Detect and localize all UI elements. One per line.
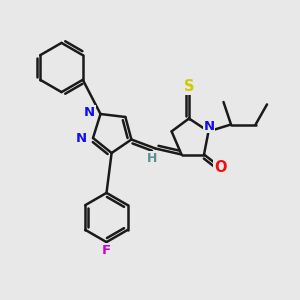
Text: F: F xyxy=(102,244,111,257)
Text: O: O xyxy=(214,160,227,175)
Text: N: N xyxy=(76,131,87,145)
Text: N: N xyxy=(203,119,215,133)
Text: H: H xyxy=(147,152,157,165)
Text: N: N xyxy=(84,106,95,119)
Text: S: S xyxy=(184,79,194,94)
